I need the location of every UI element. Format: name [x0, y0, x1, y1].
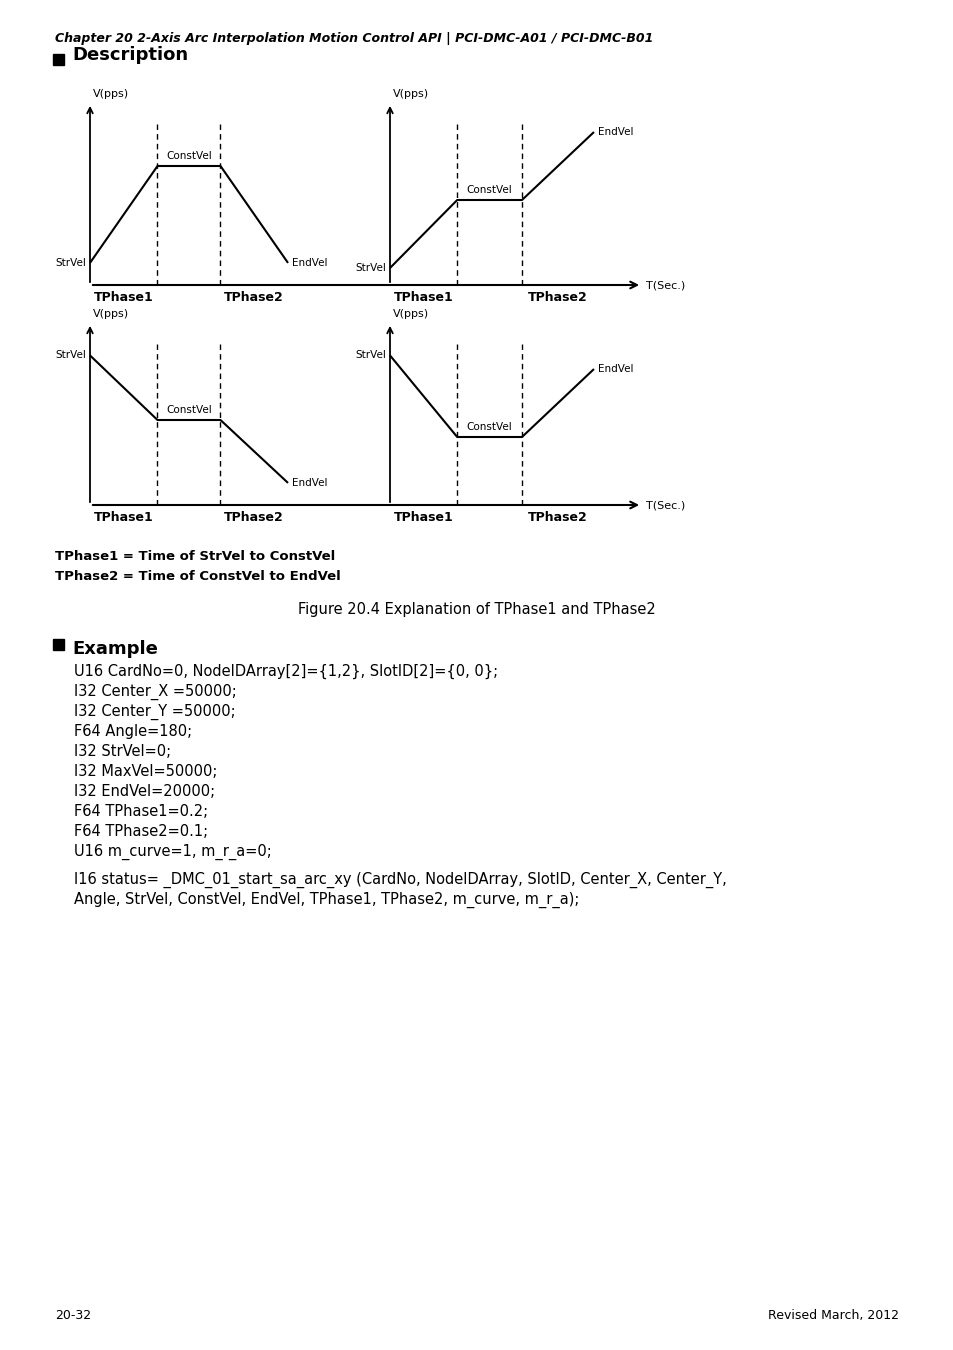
Text: StrVel: StrVel: [355, 351, 386, 360]
Text: StrVel: StrVel: [55, 351, 86, 360]
Text: I32 MaxVel=50000;: I32 MaxVel=50000;: [74, 764, 217, 779]
Text: TPhase1: TPhase1: [394, 512, 453, 524]
Text: I32 StrVel=0;: I32 StrVel=0;: [74, 744, 171, 759]
Text: V(pps): V(pps): [92, 309, 129, 319]
Text: TPhase1: TPhase1: [93, 292, 153, 304]
Text: F64 Angle=180;: F64 Angle=180;: [74, 724, 192, 738]
Text: U16 CardNo=0, NodeIDArray[2]={1,2}, SlotID[2]={0, 0};: U16 CardNo=0, NodeIDArray[2]={1,2}, Slot…: [74, 664, 497, 679]
Text: ConstVel: ConstVel: [166, 405, 212, 414]
Text: EndVel: EndVel: [598, 364, 633, 374]
Text: I32 EndVel=20000;: I32 EndVel=20000;: [74, 784, 214, 799]
Text: Chapter 20 2-Axis Arc Interpolation Motion Control API | PCI-DMC-A01 / PCI-DMC-B: Chapter 20 2-Axis Arc Interpolation Moti…: [55, 32, 653, 45]
Text: I16 status= _DMC_01_start_sa_arc_xy (CardNo, NodeIDArray, SlotID, Center_X, Cent: I16 status= _DMC_01_start_sa_arc_xy (Car…: [74, 872, 726, 888]
Text: ConstVel: ConstVel: [466, 423, 512, 432]
Text: TPhase2: TPhase2: [528, 292, 587, 304]
Text: I32 Center_Y =50000;: I32 Center_Y =50000;: [74, 703, 235, 720]
Text: EndVel: EndVel: [292, 478, 327, 487]
Text: StrVel: StrVel: [55, 258, 86, 267]
Text: StrVel: StrVel: [355, 263, 386, 273]
Text: T(Sec.): T(Sec.): [645, 279, 684, 290]
Text: 20-32: 20-32: [55, 1310, 91, 1322]
Text: TPhase1 = Time of StrVel to ConstVel: TPhase1 = Time of StrVel to ConstVel: [55, 549, 335, 563]
Text: TPhase2: TPhase2: [528, 512, 587, 524]
Text: V(pps): V(pps): [393, 89, 429, 99]
Text: V(pps): V(pps): [393, 309, 429, 319]
Text: V(pps): V(pps): [92, 89, 129, 99]
Text: TPhase1: TPhase1: [394, 292, 453, 304]
Bar: [53, 54, 64, 65]
Text: Revised March, 2012: Revised March, 2012: [767, 1310, 898, 1322]
Bar: [53, 639, 64, 649]
Text: T(Sec.): T(Sec.): [645, 500, 684, 510]
Text: TPhase2: TPhase2: [224, 512, 284, 524]
Text: Angle, StrVel, ConstVel, EndVel, TPhase1, TPhase2, m_curve, m_r_a);: Angle, StrVel, ConstVel, EndVel, TPhase1…: [74, 892, 578, 909]
Text: Description: Description: [71, 46, 188, 63]
Text: F64 TPhase1=0.2;: F64 TPhase1=0.2;: [74, 805, 208, 819]
Text: ConstVel: ConstVel: [166, 151, 212, 161]
Text: ConstVel: ConstVel: [466, 185, 512, 194]
Text: TPhase1: TPhase1: [93, 512, 153, 524]
Text: F64 TPhase2=0.1;: F64 TPhase2=0.1;: [74, 824, 208, 838]
Text: U16 m_curve=1, m_r_a=0;: U16 m_curve=1, m_r_a=0;: [74, 844, 272, 860]
Text: TPhase2: TPhase2: [224, 292, 284, 304]
Text: TPhase2 = Time of ConstVel to EndVel: TPhase2 = Time of ConstVel to EndVel: [55, 570, 340, 583]
Text: EndVel: EndVel: [598, 127, 633, 136]
Text: EndVel: EndVel: [292, 258, 327, 267]
Text: Figure 20.4 Explanation of TPhase1 and TPhase2: Figure 20.4 Explanation of TPhase1 and T…: [297, 602, 656, 617]
Text: I32 Center_X =50000;: I32 Center_X =50000;: [74, 684, 236, 701]
Text: Example: Example: [71, 640, 157, 657]
